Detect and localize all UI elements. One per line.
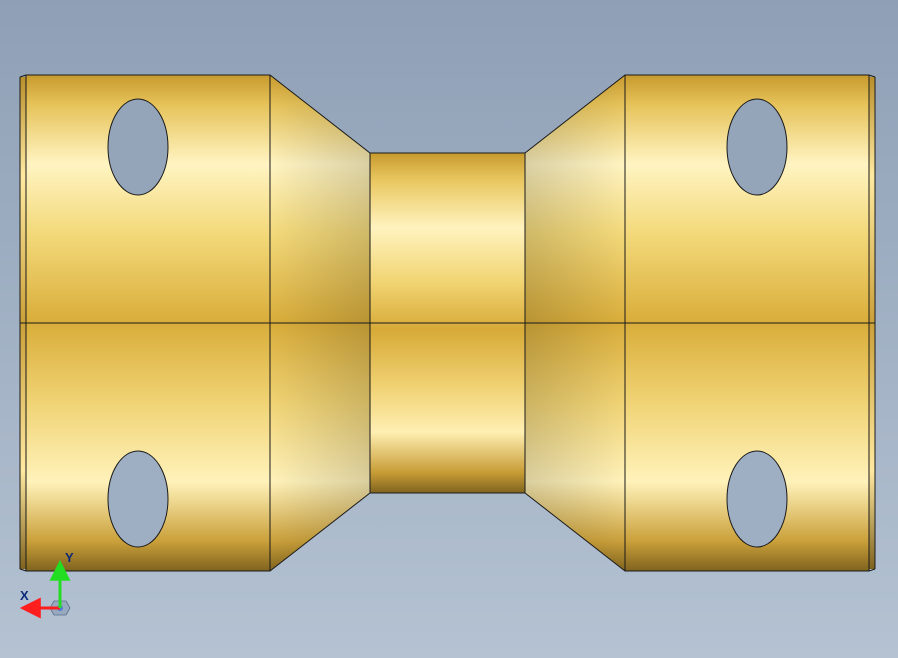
hole-2 xyxy=(108,451,168,547)
cad-viewport[interactable]: X Y xyxy=(0,0,898,658)
hole-3 xyxy=(727,99,787,195)
scene-canvas xyxy=(0,0,898,658)
hole-1 xyxy=(108,99,168,195)
hole-4 xyxy=(727,451,787,547)
